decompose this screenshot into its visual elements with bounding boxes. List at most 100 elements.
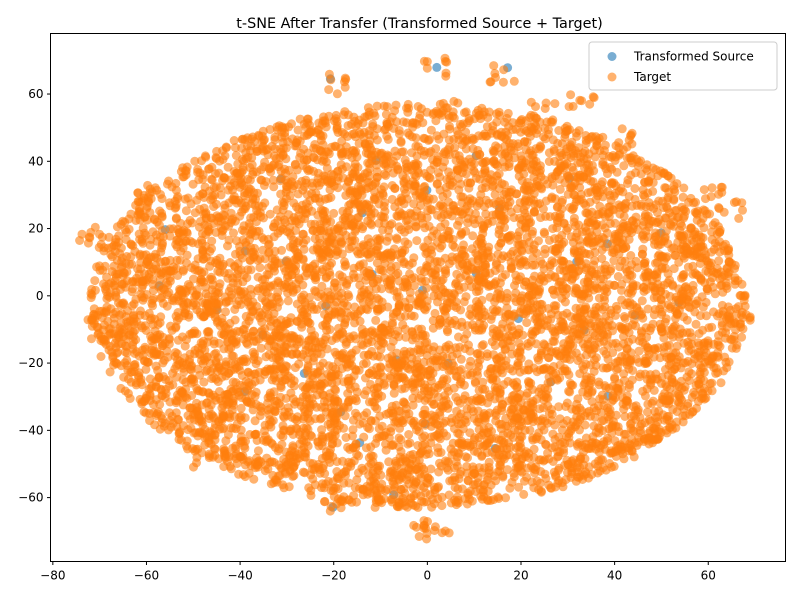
target-point bbox=[323, 193, 333, 203]
target-point bbox=[230, 143, 240, 153]
target-point bbox=[663, 193, 673, 203]
target-point bbox=[507, 349, 517, 359]
target-point bbox=[301, 235, 311, 245]
target-point bbox=[112, 348, 122, 358]
target-point bbox=[611, 301, 621, 311]
target-point bbox=[185, 215, 195, 225]
target-point bbox=[442, 303, 452, 313]
target-point bbox=[493, 249, 503, 259]
target-point bbox=[236, 411, 246, 421]
target-point bbox=[253, 446, 263, 456]
target-point bbox=[90, 276, 100, 286]
target-point bbox=[284, 277, 294, 287]
target-point bbox=[598, 160, 608, 170]
target-point bbox=[606, 448, 615, 458]
target-point bbox=[627, 375, 637, 385]
target-point bbox=[619, 339, 629, 349]
target-point bbox=[255, 263, 265, 273]
target-point bbox=[412, 489, 421, 499]
target-point bbox=[492, 130, 502, 140]
target-point bbox=[529, 156, 539, 166]
target-point bbox=[118, 271, 128, 281]
target-point bbox=[243, 339, 253, 349]
target-point bbox=[359, 359, 368, 369]
target-point bbox=[677, 202, 687, 212]
target-point bbox=[215, 253, 225, 263]
target-point bbox=[573, 356, 583, 365]
target-point bbox=[503, 108, 513, 118]
target-point bbox=[498, 319, 508, 329]
target-point bbox=[638, 244, 648, 254]
target-point bbox=[630, 184, 640, 193]
target-point bbox=[419, 483, 429, 493]
target-point bbox=[378, 225, 388, 235]
target-point bbox=[389, 388, 399, 398]
target-point bbox=[411, 133, 421, 143]
target-point bbox=[348, 431, 357, 441]
target-point bbox=[657, 251, 667, 261]
target-point bbox=[293, 125, 303, 135]
target-point bbox=[420, 338, 430, 348]
target-point bbox=[393, 211, 403, 221]
target-point bbox=[707, 322, 717, 332]
target-point bbox=[171, 322, 181, 332]
target-point bbox=[351, 408, 360, 418]
target-point bbox=[205, 261, 215, 271]
target-point bbox=[515, 389, 525, 399]
target-point bbox=[196, 217, 205, 226]
target-point bbox=[418, 118, 428, 128]
target-point bbox=[343, 290, 353, 300]
target-point bbox=[157, 240, 167, 250]
target-point bbox=[491, 333, 501, 343]
target-point bbox=[285, 222, 295, 232]
target-point bbox=[194, 266, 204, 275]
target-point bbox=[544, 157, 554, 166]
target-point bbox=[709, 244, 719, 254]
target-point bbox=[236, 403, 246, 413]
target-point bbox=[327, 439, 337, 449]
target-point bbox=[501, 493, 511, 503]
target-point bbox=[333, 167, 343, 177]
target-point bbox=[404, 430, 414, 439]
target-point bbox=[466, 356, 476, 366]
target-point bbox=[486, 315, 496, 324]
target-point bbox=[536, 455, 546, 465]
target-point bbox=[634, 346, 644, 356]
target-point bbox=[426, 464, 436, 474]
target-point bbox=[512, 377, 522, 387]
target-point bbox=[325, 325, 335, 335]
target-point bbox=[503, 336, 513, 346]
target-point bbox=[384, 433, 394, 443]
target-point bbox=[268, 175, 278, 185]
target-point bbox=[303, 203, 313, 213]
source-point bbox=[432, 62, 442, 72]
target-point bbox=[293, 238, 303, 248]
target-point bbox=[145, 240, 155, 250]
target-point bbox=[618, 187, 628, 197]
target-point bbox=[265, 125, 275, 134]
target-point bbox=[547, 443, 557, 453]
target-point bbox=[609, 256, 619, 266]
target-point bbox=[508, 366, 518, 376]
scatter-points bbox=[75, 53, 755, 544]
target-point bbox=[628, 366, 638, 375]
target-point bbox=[534, 428, 544, 438]
target-point bbox=[96, 352, 106, 361]
target-point bbox=[548, 285, 558, 295]
target-point bbox=[337, 364, 347, 374]
target-point bbox=[540, 249, 550, 259]
target-point bbox=[682, 315, 692, 325]
target-point bbox=[540, 229, 550, 239]
target-point bbox=[559, 237, 569, 247]
target-point bbox=[437, 492, 447, 502]
target-point bbox=[90, 285, 100, 295]
target-point bbox=[631, 321, 641, 331]
target-point bbox=[107, 267, 117, 277]
target-point bbox=[261, 437, 271, 447]
target-point bbox=[390, 106, 400, 116]
target-point bbox=[550, 420, 560, 430]
target-point bbox=[419, 464, 429, 474]
target-point bbox=[444, 340, 454, 350]
target-point bbox=[358, 118, 368, 128]
